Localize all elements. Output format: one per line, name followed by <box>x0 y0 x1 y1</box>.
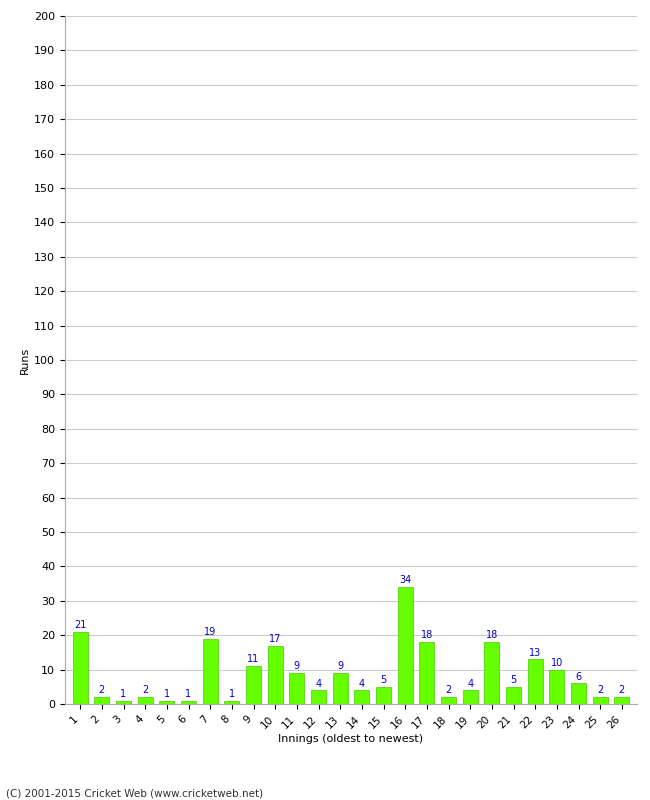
Text: (C) 2001-2015 Cricket Web (www.cricketweb.net): (C) 2001-2015 Cricket Web (www.cricketwe… <box>6 789 264 798</box>
Bar <box>549 670 564 704</box>
Text: 9: 9 <box>294 662 300 671</box>
Text: 19: 19 <box>204 627 216 637</box>
Bar <box>419 642 434 704</box>
X-axis label: Innings (oldest to newest): Innings (oldest to newest) <box>278 734 424 744</box>
Text: 17: 17 <box>269 634 281 644</box>
Text: 4: 4 <box>467 678 473 689</box>
Bar <box>268 646 283 704</box>
Bar <box>203 638 218 704</box>
Text: 1: 1 <box>120 689 127 699</box>
Text: 5: 5 <box>380 675 387 685</box>
Text: 18: 18 <box>486 630 498 640</box>
Text: 9: 9 <box>337 662 343 671</box>
Bar <box>311 690 326 704</box>
Bar <box>484 642 499 704</box>
Text: 18: 18 <box>421 630 433 640</box>
Text: 5: 5 <box>510 675 517 685</box>
Text: 2: 2 <box>99 686 105 695</box>
Bar <box>376 686 391 704</box>
Text: 2: 2 <box>142 686 148 695</box>
Bar <box>73 632 88 704</box>
Bar <box>289 673 304 704</box>
Text: 4: 4 <box>359 678 365 689</box>
Bar <box>506 686 521 704</box>
Bar <box>159 701 174 704</box>
Text: 10: 10 <box>551 658 563 668</box>
Bar <box>138 697 153 704</box>
Text: 6: 6 <box>575 672 582 682</box>
Text: 34: 34 <box>399 575 411 586</box>
Bar <box>571 683 586 704</box>
Text: 11: 11 <box>248 654 259 665</box>
Bar <box>463 690 478 704</box>
Bar <box>116 701 131 704</box>
Bar <box>398 587 413 704</box>
Bar <box>181 701 196 704</box>
Text: 2: 2 <box>619 686 625 695</box>
Bar <box>593 697 608 704</box>
Bar <box>354 690 369 704</box>
Text: 1: 1 <box>185 689 192 699</box>
Text: 2: 2 <box>445 686 452 695</box>
Text: 2: 2 <box>597 686 603 695</box>
Bar <box>333 673 348 704</box>
Bar <box>528 659 543 704</box>
Text: 4: 4 <box>315 678 322 689</box>
Bar <box>224 701 239 704</box>
Text: 1: 1 <box>164 689 170 699</box>
Bar <box>614 697 629 704</box>
Text: 13: 13 <box>529 647 541 658</box>
Bar <box>441 697 456 704</box>
Y-axis label: Runs: Runs <box>20 346 30 374</box>
Text: 21: 21 <box>74 620 86 630</box>
Bar <box>94 697 109 704</box>
Text: 1: 1 <box>229 689 235 699</box>
Bar <box>246 666 261 704</box>
